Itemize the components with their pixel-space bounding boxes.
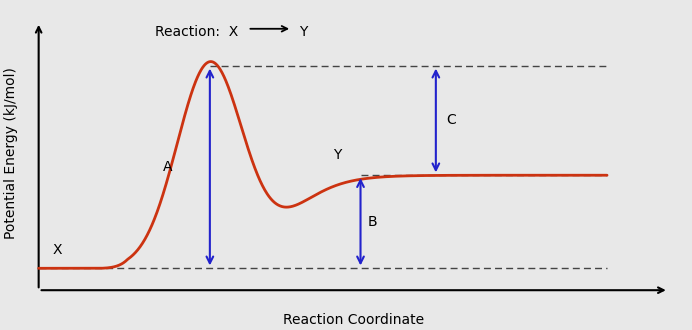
Text: A: A: [163, 160, 172, 174]
Text: Reaction:  X: Reaction: X: [155, 25, 238, 39]
Text: C: C: [446, 114, 456, 127]
Text: Y: Y: [299, 25, 307, 39]
Text: X: X: [53, 243, 62, 257]
Text: B: B: [367, 215, 377, 229]
Text: Potential Energy (kJ/mol): Potential Energy (kJ/mol): [4, 67, 18, 239]
Text: Y: Y: [333, 148, 341, 162]
Text: Reaction Coordinate: Reaction Coordinate: [283, 314, 424, 327]
